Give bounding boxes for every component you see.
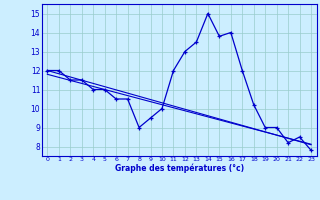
X-axis label: Graphe des températures (°c): Graphe des températures (°c) — [115, 164, 244, 173]
